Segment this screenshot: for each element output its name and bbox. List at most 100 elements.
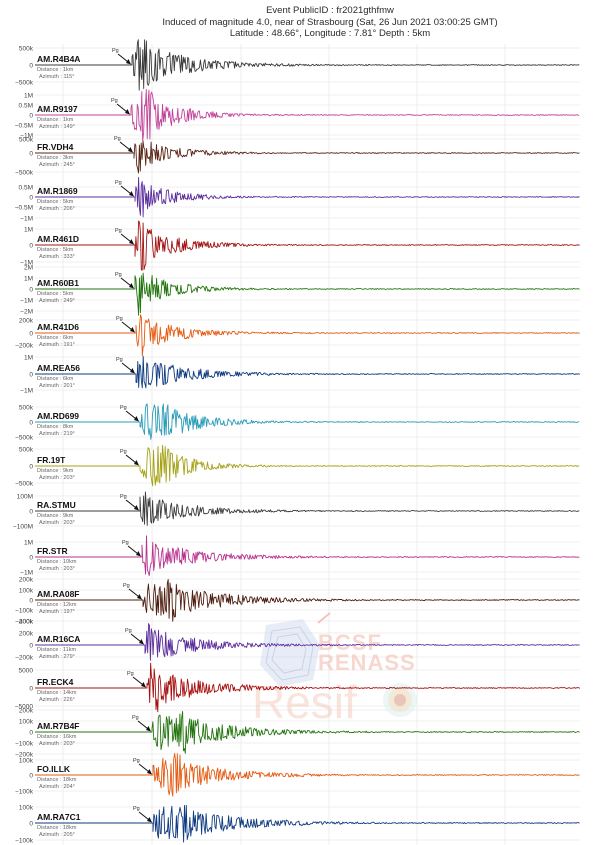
station-distance: Distance : 9km [37, 468, 74, 474]
station-name: AM.RA7C1 [37, 812, 81, 822]
station-distance: Distance : 9km [37, 513, 74, 519]
y-tick-label: 0.5M [19, 102, 33, 109]
pg-phase-label: Pg [111, 98, 118, 104]
waveform [35, 804, 580, 843]
station-azimuth: Azimuth : 203° [39, 566, 75, 572]
station-distance: Distance : 6km [37, 376, 74, 382]
y-tick-label: 1M [24, 275, 33, 282]
pg-arrowhead-icon [130, 368, 135, 374]
trace-am-r9197: 1M 0.5M 0 −0.5M −1M AM.R9197 Distance : 1kmAzi… [15, 89, 580, 142]
station-azimuth: Azimuth : 279° [39, 654, 75, 660]
pg-arrowhead-icon [147, 769, 152, 775]
station-name: FR.STR [37, 546, 68, 556]
pg-arrowhead-icon [147, 817, 152, 823]
waveform [35, 355, 580, 389]
pg-phase-label: Pg [112, 48, 119, 54]
y-tick-label: 1M [24, 226, 33, 233]
trace-am-ra7c1: 100k 0 −100k AM.RA7C1 Distance : 18kmAzimuth… [15, 804, 580, 844]
y-tick-label: −1M [20, 132, 33, 139]
y-tick-label: −200k [15, 751, 34, 758]
station-azimuth: Azimuth : 203° [39, 475, 75, 481]
y-tick-label: 500k [19, 446, 34, 453]
station-azimuth: Azimuth : 149° [39, 124, 75, 130]
pg-arrowhead-icon [134, 505, 139, 511]
pg-arrowhead-icon [137, 594, 142, 600]
y-tick-label: −100M [13, 523, 33, 530]
y-tick-label: 100k [19, 718, 34, 725]
y-tick-label: 0 [29, 729, 33, 736]
y-tick-label: 0 [29, 642, 33, 649]
y-tick-label: 200k [19, 317, 34, 324]
station-name: AM.R7B4F [37, 721, 80, 731]
y-tick-label: −2M [20, 308, 33, 315]
y-tick-label: −500k [15, 79, 34, 86]
station-distance: Distance : 14km [37, 690, 77, 696]
pg-arrowhead-icon [146, 726, 151, 732]
y-tick-label: 1M [24, 92, 33, 99]
y-tick-label: 0 [29, 463, 33, 470]
y-tick-label: 0 [29, 597, 33, 604]
y-tick-label: −200k [15, 618, 34, 625]
station-name: AM.R41D6 [37, 322, 79, 332]
station-name: AM.R9197 [37, 104, 78, 114]
y-tick-label: 0 [29, 286, 33, 293]
y-tick-label: 0 [29, 371, 33, 378]
y-tick-label: 200k [19, 630, 34, 637]
station-distance: Distance : 8km [37, 424, 74, 430]
station-distance: Distance : 16km [37, 734, 77, 740]
trace-am-r16ca: 400k 200k 0 −200k AM.R16CA Distance : 11kmAzi… [15, 618, 580, 661]
waveform [35, 272, 580, 316]
station-azimuth: Azimuth : 115° [39, 74, 74, 80]
station-name: AM.RD699 [37, 411, 79, 421]
y-tick-label: −1M [20, 387, 33, 394]
pg-arrowhead-icon [129, 191, 134, 197]
waveform [35, 177, 580, 218]
pg-phase-label: Pg [120, 405, 127, 411]
y-tick-label: −0.5M [15, 204, 33, 211]
waveform [35, 623, 580, 661]
y-tick-label: −1M [20, 569, 33, 576]
station-distance: Distance : 12km [37, 602, 77, 608]
y-tick-label: −200k [15, 342, 34, 349]
y-tick-label: 0 [29, 242, 33, 249]
station-name: FR.19T [37, 455, 66, 465]
y-tick-label: −5000 [15, 703, 34, 710]
waveform [35, 444, 580, 487]
station-name: AM.R16CA [37, 634, 80, 644]
y-tick-label: 500k [19, 404, 34, 411]
station-name: RA.STMU [37, 500, 76, 510]
y-tick-label: 100k [19, 757, 34, 764]
y-tick-label: 0 [29, 62, 33, 69]
station-azimuth: Azimuth : 203° [39, 520, 75, 526]
station-azimuth: Azimuth : 201° [39, 383, 75, 389]
station-name: AM.REA56 [37, 363, 80, 373]
pg-arrowhead-icon [125, 109, 130, 115]
waveform [35, 39, 580, 91]
y-tick-label: 0 [29, 772, 33, 779]
station-azimuth: Azimuth : 245° [39, 162, 75, 168]
trace-am-r7b4f: 200k 100k 0 −100k −200k AM.R7B4F Distance : 16… [15, 707, 580, 758]
event-header: Event PublicID : fr2021gthfmw Induced of… [150, 5, 510, 40]
watermark-bcsf: BCSF [318, 630, 382, 655]
pg-phase-label: Pg [133, 806, 140, 812]
waveform [35, 752, 580, 797]
station-azimuth: Azimuth : 333° [39, 254, 75, 260]
station-distance: Distance : 6km [37, 335, 74, 341]
watermark: BCSF RENASS Resif [252, 612, 417, 728]
y-tick-label: 2M [24, 264, 33, 271]
bcsf-renass-logo [260, 612, 331, 687]
pg-arrowhead-icon [128, 147, 133, 153]
y-tick-label: 400k [19, 618, 34, 625]
waveform [35, 220, 580, 271]
station-name: AM.R1869 [37, 186, 78, 196]
station-azimuth: Azimuth : 206° [39, 206, 75, 212]
y-tick-label: −1M [20, 215, 33, 222]
station-name: AM.R4B4A [37, 54, 80, 64]
y-tick-label: 0 [29, 508, 33, 515]
y-tick-label: 0 [29, 194, 33, 201]
